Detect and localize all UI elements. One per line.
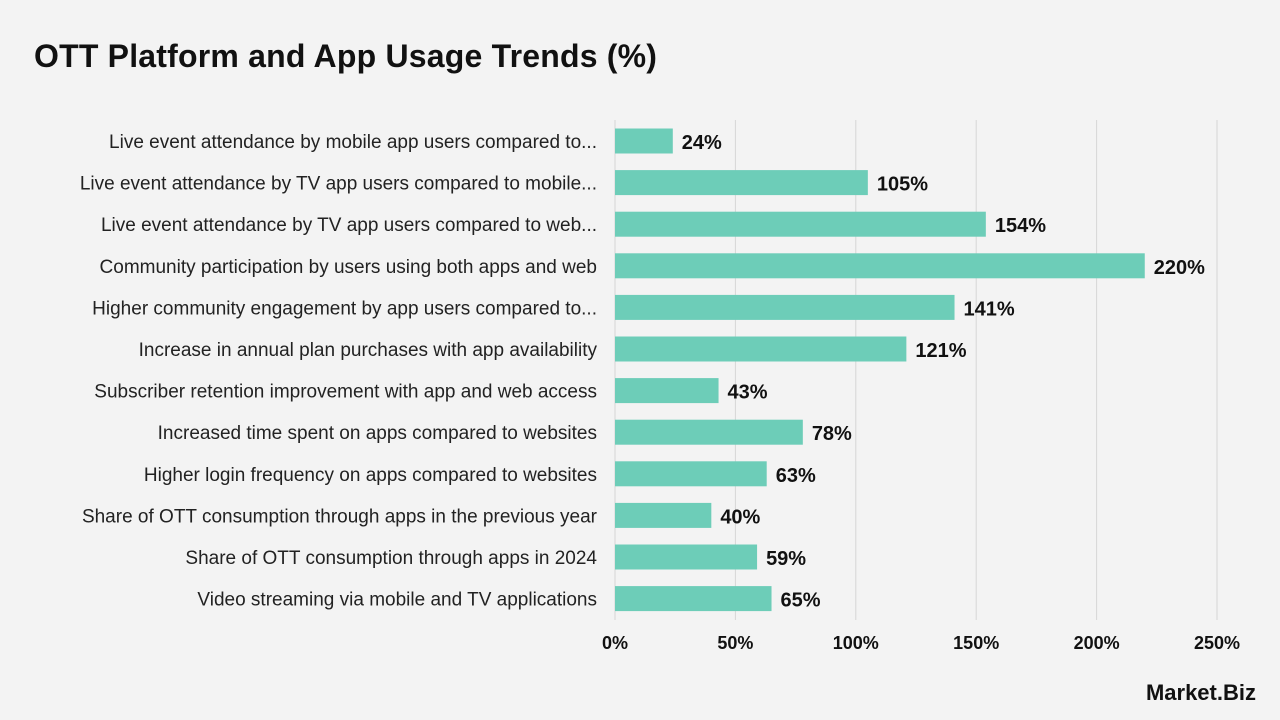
value-label: 121%	[915, 340, 966, 362]
bar	[615, 170, 868, 196]
category-label: Subscriber retention improvement with ap…	[94, 382, 597, 403]
grid-lines	[614, 120, 1218, 620]
logo-text: Market.Biz	[1145, 680, 1256, 705]
category-label: Community participation by users using b…	[100, 257, 597, 278]
bar	[615, 211, 986, 237]
category-label: Live event attendance by TV app users co…	[80, 174, 597, 195]
bar	[615, 253, 1145, 279]
x-tick-label: 100%	[833, 633, 879, 653]
category-label: Live event attendance by TV app users co…	[101, 215, 597, 236]
category-label: Increased time spent on apps compared to…	[158, 423, 597, 444]
value-label: 40%	[720, 506, 760, 528]
value-label: 105%	[877, 174, 928, 196]
value-labels: 24% 105% 154% 220% 141% 121% 43% 78% 63% 40% 59% 65…	[682, 132, 1205, 612]
bar	[615, 461, 767, 487]
x-axis-ticks: 0% 50% 100% 150% 200% 250%	[602, 633, 1240, 653]
category-label: Increase in annual plan purchases with a…	[139, 340, 598, 361]
brand-logo: Market.Biz	[1146, 680, 1256, 706]
value-label: 63%	[776, 465, 816, 487]
x-tick-label: 50%	[717, 633, 753, 653]
category-label: Share of OTT consumption through apps in…	[82, 506, 598, 527]
bar	[615, 419, 803, 445]
bar	[615, 586, 772, 612]
chart-title: OTT Platform and App Usage Trends (%)	[34, 38, 658, 74]
value-label: 24%	[682, 132, 722, 154]
x-tick-label: 200%	[1074, 633, 1120, 653]
value-label: 43%	[728, 382, 768, 404]
value-label: 141%	[964, 298, 1015, 320]
bar	[615, 544, 758, 570]
value-label: 78%	[812, 423, 852, 445]
value-label: 65%	[781, 590, 821, 612]
bar	[615, 378, 719, 404]
bar	[615, 502, 712, 528]
value-label: 59%	[766, 548, 806, 570]
category-label: Higher login frequency on apps compared …	[144, 465, 597, 486]
category-label: Higher community engagement by app users…	[92, 298, 597, 319]
category-label: Video streaming via mobile and TV applic…	[197, 590, 597, 611]
category-label: Live event attendance by mobile app user…	[109, 132, 597, 153]
x-tick-label: 150%	[953, 633, 999, 653]
bar	[615, 128, 673, 154]
bar	[615, 294, 955, 320]
category-label: Share of OTT consumption through apps in…	[185, 548, 597, 569]
x-tick-label: 0%	[602, 633, 628, 653]
value-label: 154%	[995, 215, 1046, 237]
category-labels: Live event attendance by mobile app user…	[80, 132, 598, 611]
x-tick-label: 250%	[1194, 633, 1240, 653]
bar	[615, 336, 907, 362]
bars	[615, 128, 1145, 612]
value-label: 220%	[1154, 257, 1205, 279]
